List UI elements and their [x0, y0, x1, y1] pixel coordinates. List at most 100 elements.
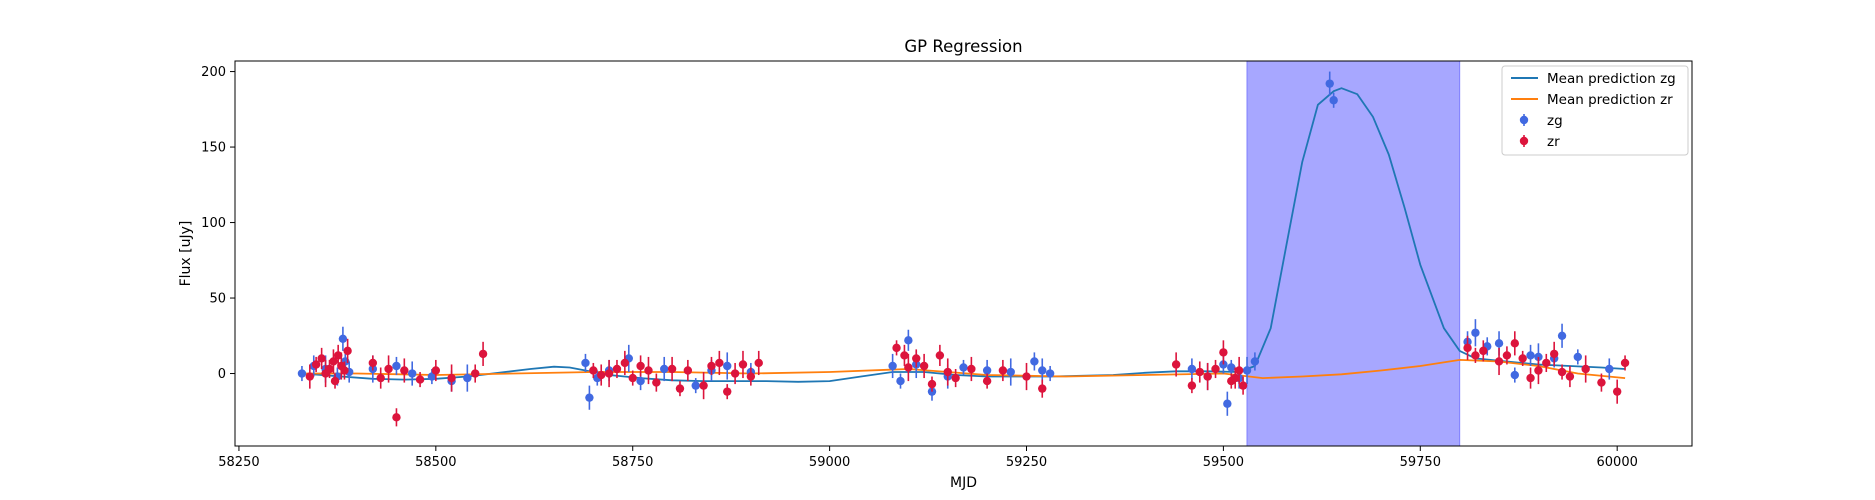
- data-point: [1238, 381, 1248, 390]
- data-point: [1581, 364, 1590, 374]
- data-point: [683, 366, 693, 375]
- point-layer: [297, 71, 1630, 427]
- data-point: [1211, 364, 1220, 374]
- data-point: [1223, 399, 1232, 408]
- data-point: [368, 358, 378, 368]
- data-point: [1219, 348, 1228, 357]
- data-point: [660, 364, 669, 374]
- data-point: [1022, 372, 1031, 381]
- data-point: [585, 393, 594, 402]
- data-point: [1329, 96, 1338, 105]
- y-tick-label: 0: [218, 367, 226, 382]
- legend: Mean prediction zg Mean prediction zr zg zr: [1501, 65, 1689, 156]
- data-point: [1479, 346, 1488, 356]
- data-point: [699, 381, 708, 390]
- x-tick-label: 59750: [1400, 455, 1441, 470]
- data-point: [935, 351, 945, 360]
- data-point: [333, 351, 343, 360]
- data-point: [746, 372, 756, 381]
- data-point: [636, 376, 645, 386]
- data-point: [604, 369, 614, 378]
- line-layer: [301, 87, 1626, 383]
- data-point: [1549, 349, 1559, 359]
- data-point: [463, 373, 472, 383]
- data-point: [691, 381, 700, 390]
- data-point: [738, 360, 748, 369]
- y-axis-ticks: 0 50 100 150 200: [201, 65, 235, 382]
- x-tick-label: 59000: [809, 455, 850, 470]
- data-point: [919, 361, 929, 371]
- data-point: [325, 364, 334, 374]
- data-point: [1526, 351, 1535, 360]
- data-point: [478, 349, 488, 359]
- data-point: [431, 366, 441, 375]
- y-tick-label: 50: [209, 292, 226, 307]
- x-tick-label: 60000: [1597, 455, 1638, 470]
- data-point: [1620, 358, 1630, 368]
- data-point: [715, 358, 724, 368]
- data-point: [427, 372, 437, 381]
- data-point: [620, 358, 630, 368]
- data-point: [892, 343, 901, 353]
- data-point: [1006, 367, 1015, 377]
- data-point: [311, 360, 321, 369]
- data-point: [1187, 364, 1197, 374]
- data-point: [1231, 373, 1240, 383]
- data-point: [329, 357, 338, 366]
- data-point: [338, 334, 348, 344]
- data-point: [959, 363, 968, 372]
- data-point: [597, 370, 606, 380]
- data-point: [730, 369, 740, 378]
- data-point: [317, 354, 326, 363]
- data-point: [1195, 367, 1204, 377]
- data-point: [644, 366, 653, 375]
- x-tick-label: 58250: [218, 455, 259, 470]
- legend-label: zg: [1547, 113, 1563, 129]
- data-point: [1045, 369, 1055, 378]
- data-point: [1510, 339, 1519, 348]
- data-point: [408, 369, 417, 378]
- data-point: [982, 366, 992, 375]
- legend-label: Mean prediction zg: [1547, 71, 1676, 87]
- legend-label: Mean prediction zr: [1547, 92, 1673, 108]
- data-point: [400, 366, 409, 375]
- series-line: [301, 358, 1626, 380]
- data-point: [628, 373, 637, 383]
- legend-marker-swatch: [1519, 136, 1529, 146]
- highlight-layer: [1246, 60, 1461, 447]
- x-tick-label: 58500: [415, 455, 456, 470]
- data-point: [1030, 357, 1039, 366]
- data-point: [343, 346, 352, 356]
- data-point: [376, 373, 385, 383]
- data-point: [1471, 328, 1480, 337]
- data-point: [1325, 79, 1334, 88]
- data-point: [927, 379, 937, 389]
- data-point: [1502, 351, 1512, 360]
- data-point: [896, 376, 905, 386]
- data-point: [1510, 370, 1519, 380]
- chart-title: GP Regression: [904, 37, 1022, 56]
- data-point: [1526, 373, 1535, 383]
- data-point: [1187, 381, 1197, 390]
- data-point: [1597, 378, 1606, 387]
- data-point: [392, 413, 401, 422]
- data-point: [904, 336, 913, 345]
- data-point: [636, 361, 645, 371]
- data-point: [723, 387, 732, 396]
- data-point: [1234, 366, 1244, 375]
- plot-frame: [234, 60, 1693, 447]
- data-point: [330, 376, 340, 386]
- data-point: [1250, 357, 1260, 366]
- data-point: [1171, 360, 1181, 369]
- data-point: [471, 369, 480, 378]
- data-point: [888, 361, 897, 371]
- highlight-region: [1246, 60, 1461, 447]
- x-axis-ticks: 58250 58500 58750 59000 59250 59500 59750 60000: [218, 446, 1638, 470]
- data-point: [415, 375, 425, 384]
- data-point: [943, 367, 952, 377]
- data-point: [297, 369, 307, 378]
- data-point: [667, 364, 677, 374]
- data-point: [384, 364, 393, 374]
- data-point: [1557, 331, 1567, 340]
